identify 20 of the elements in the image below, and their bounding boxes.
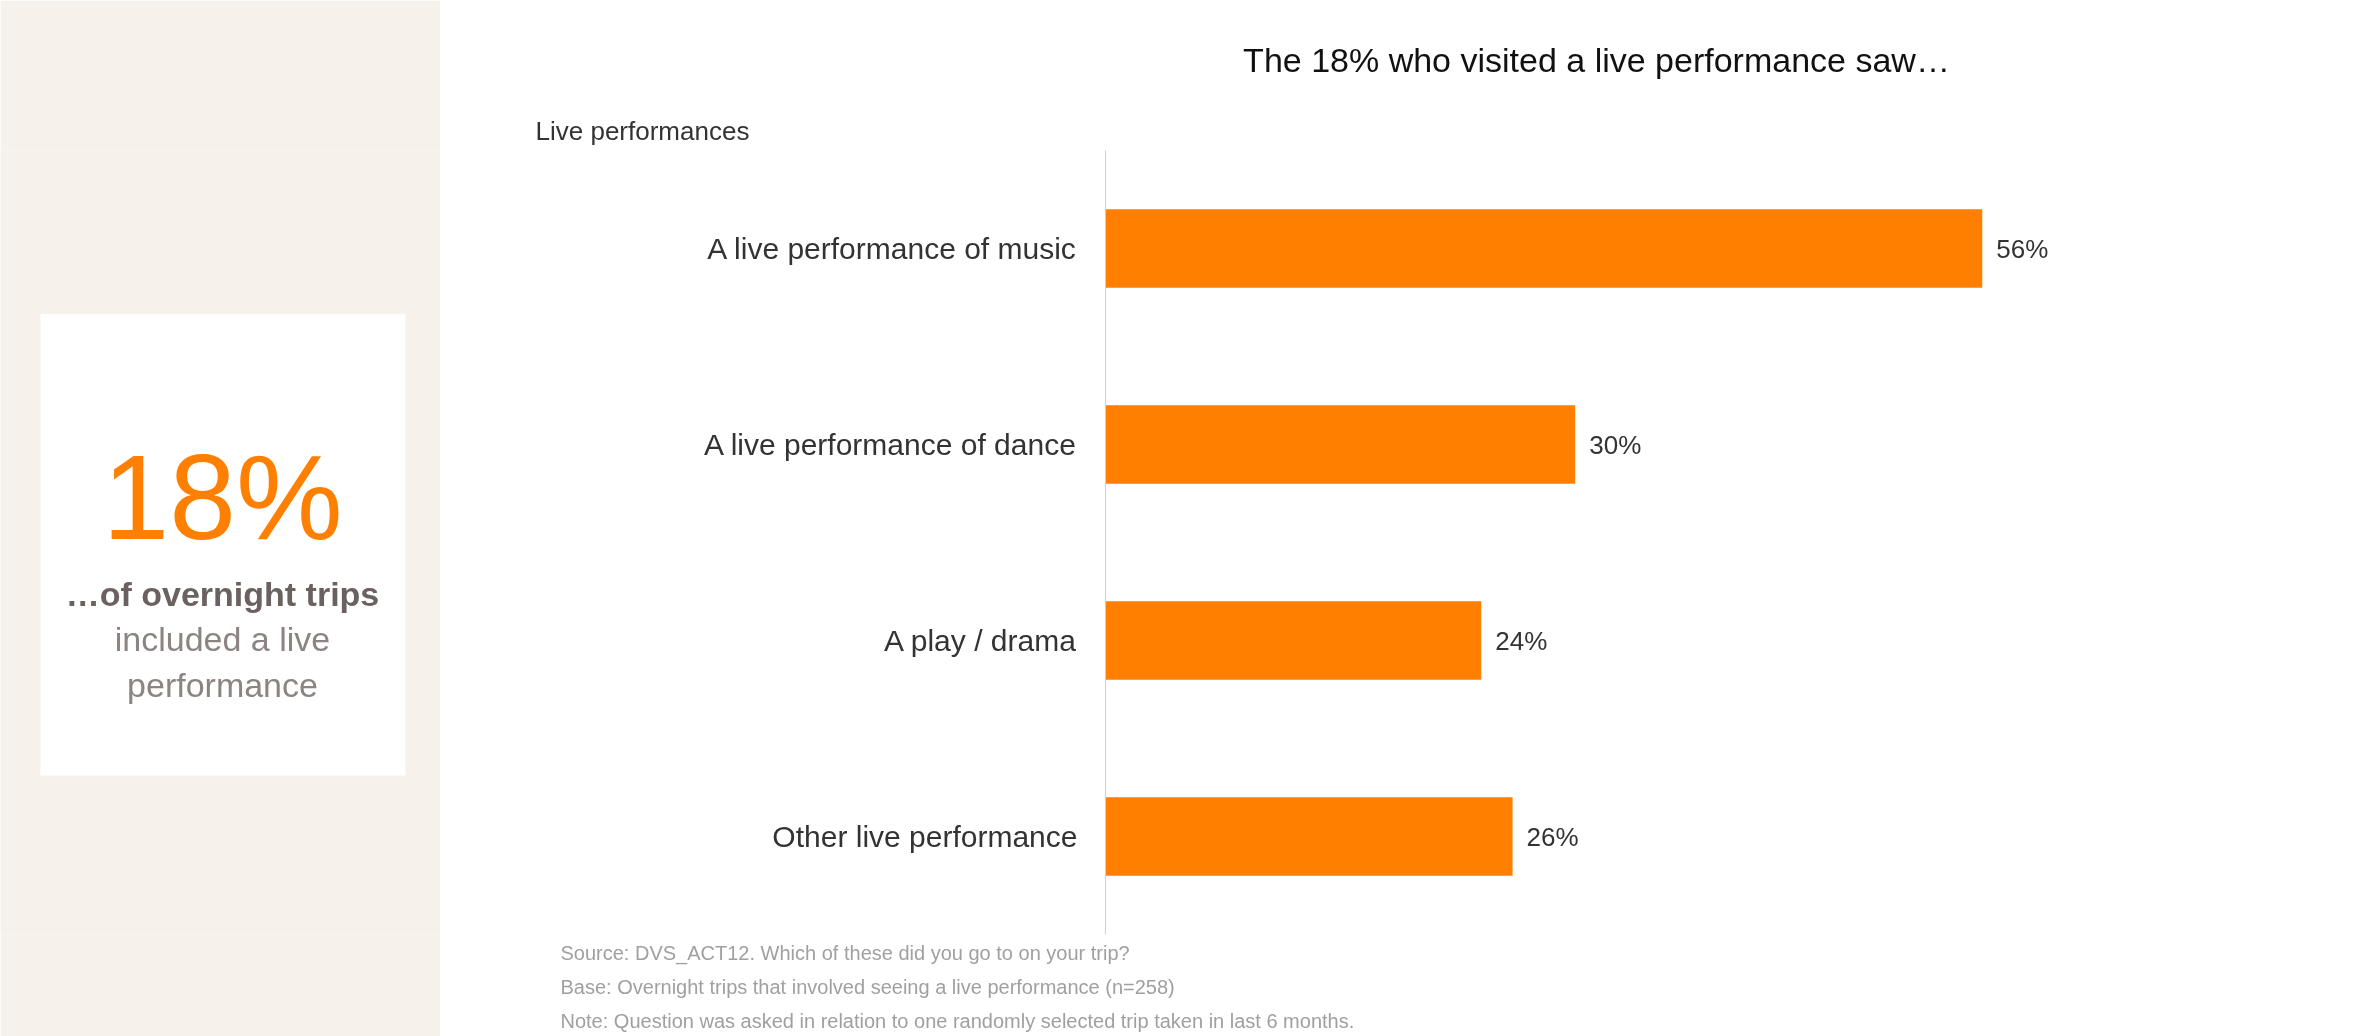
text: 18% — [102, 429, 343, 564]
data-label: 30% — [1589, 429, 1642, 460]
y-tick-label: Other live performance — [772, 820, 1078, 853]
chart-title: The 18% who visited a live performance saw… — [1243, 40, 1950, 79]
text: …of overnight trips — [65, 574, 380, 613]
bar — [1105, 209, 1983, 288]
bar — [1105, 601, 1482, 680]
bar — [1105, 405, 1576, 484]
data-label: 56% — [1996, 233, 2049, 264]
y-tick-label: A live performance of dance — [703, 428, 1076, 461]
text: included a live performance — [114, 620, 331, 705]
bar — [1105, 797, 1513, 876]
data-label: 24% — [1495, 625, 1548, 656]
text: Base: Overnight trips that involved seeing a live performance (n=258) — [560, 975, 1175, 998]
data-label: 26% — [1526, 821, 1579, 852]
text: Note: Question was asked in relation to one randomly selected trip taken in last 6 months. — [560, 1009, 1355, 1032]
source-note: Source: DVS_ACT12. Which of these did you go to on your trip? — [560, 941, 1130, 965]
y-tick-label: A play / drama — [884, 624, 1077, 657]
y-tick-label: A live performance of music — [707, 232, 1076, 265]
text: Live performances — [535, 115, 750, 146]
